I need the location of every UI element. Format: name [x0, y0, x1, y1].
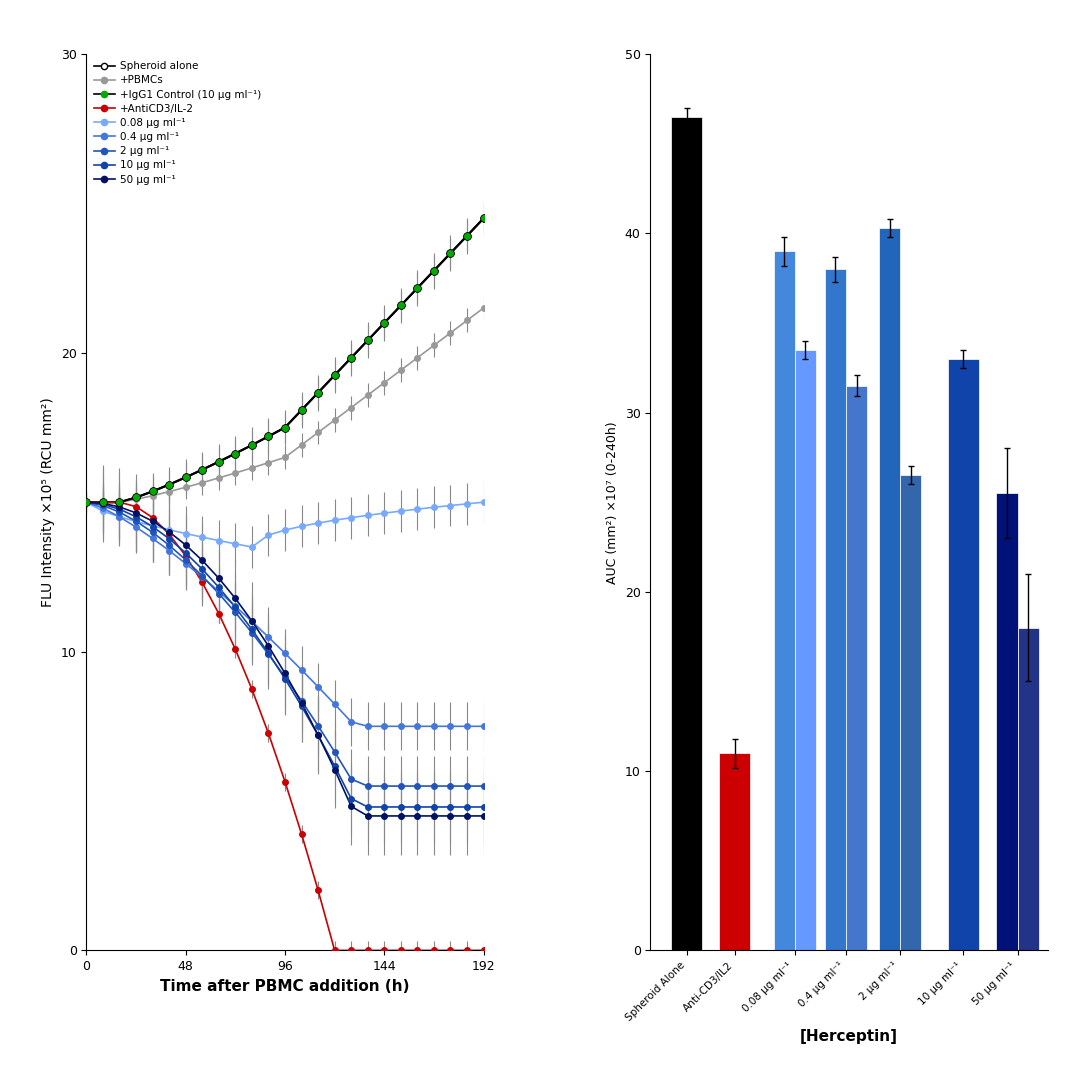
Bar [719, 753, 751, 950]
Bar [997, 494, 1017, 950]
Y-axis label: AUC (mm²) ×10⁷ (0-240h): AUC (mm²) ×10⁷ (0-240h) [606, 421, 619, 583]
Legend: Spheroid alone, +PBMCs, +IgG1 Control (10 μg ml⁻¹), +AntiCD3/IL-2, 0.08 μg ml⁻¹,: Spheroid alone, +PBMCs, +IgG1 Control (1… [92, 59, 264, 187]
Bar [947, 359, 980, 950]
Bar [1017, 627, 1039, 950]
Bar [671, 117, 702, 950]
Bar [879, 228, 900, 950]
Bar [846, 386, 867, 950]
Bar [900, 475, 921, 950]
Bar [795, 350, 815, 950]
Y-axis label: FLU Intensity ×10⁵ (RCU mm²): FLU Intensity ×10⁵ (RCU mm²) [41, 397, 55, 607]
Bar [825, 269, 846, 950]
Bar [773, 252, 795, 950]
X-axis label: Time after PBMC addition (h): Time after PBMC addition (h) [160, 978, 409, 994]
X-axis label: [Herceptin]: [Herceptin] [800, 1028, 897, 1043]
